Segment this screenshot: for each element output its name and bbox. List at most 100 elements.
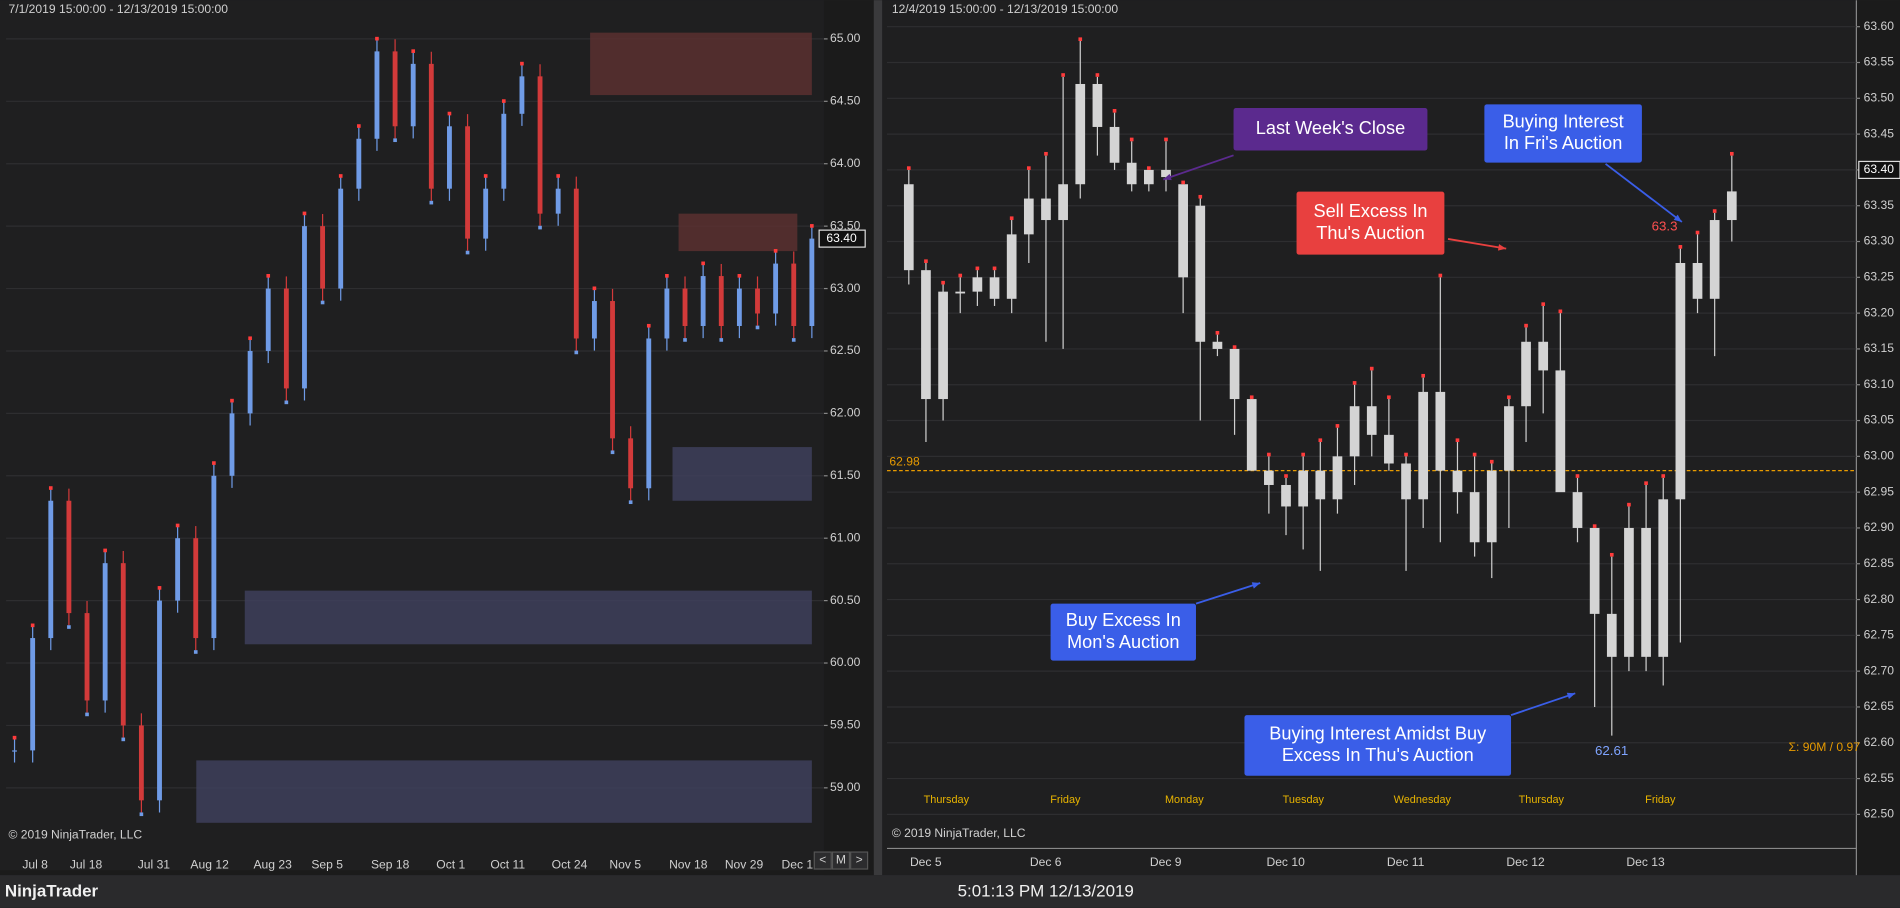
extreme-dot — [592, 286, 597, 291]
zone — [590, 32, 812, 96]
high-dot — [941, 280, 945, 285]
x-tick-label: Sep 18 — [371, 858, 410, 872]
high-dot — [1421, 373, 1425, 378]
nav-button-label[interactable]: > — [856, 853, 863, 867]
y-tick-label: 62.70 — [1864, 663, 1895, 677]
annotation-text: Mon's Auction — [1067, 632, 1179, 652]
candle-body — [773, 263, 779, 314]
x-tick-label: Dec 12 — [1506, 855, 1545, 869]
arrow — [1195, 582, 1261, 605]
high-dot — [1215, 330, 1220, 335]
day-label: Monday — [1165, 794, 1204, 806]
annotation-text: Thu's Auction — [1316, 223, 1424, 243]
zone — [678, 213, 798, 252]
candle-body — [1349, 406, 1360, 457]
high-dot — [1027, 166, 1031, 170]
candle-body — [1126, 162, 1137, 185]
extreme-dot — [103, 548, 107, 553]
candle-body — [1143, 169, 1154, 185]
candle-body — [392, 51, 398, 127]
divider — [873, 0, 883, 876]
candle-body — [1264, 470, 1274, 485]
extreme-dot — [230, 398, 234, 403]
high-dot — [1575, 474, 1580, 478]
x-tick-label: Dec 10 — [1266, 855, 1305, 869]
y-tick-label: 65.00 — [830, 31, 861, 45]
x-tick-label: Jul 18 — [70, 858, 103, 872]
y-tick-label: 61.50 — [830, 468, 861, 482]
candle-body — [700, 276, 706, 326]
day-label: Friday — [1050, 794, 1081, 806]
extreme-dot — [157, 586, 162, 590]
high-dot — [1712, 209, 1717, 213]
prev-close-label: 62.98 — [889, 454, 920, 468]
arrow-head — [1673, 214, 1682, 222]
nav-button-label[interactable]: < — [819, 853, 826, 867]
nav-button[interactable] — [850, 851, 869, 870]
candle-body — [1572, 492, 1583, 528]
candle-body — [972, 277, 983, 292]
y-tick-label: 62.90 — [1864, 520, 1895, 534]
candle-body — [519, 76, 525, 114]
candle-body — [718, 276, 724, 326]
y-tick-label: 62.65 — [1864, 699, 1895, 713]
high-dot — [1164, 137, 1168, 142]
extreme-dot — [429, 200, 434, 205]
candle-body — [921, 270, 931, 400]
candle-body — [1606, 613, 1617, 657]
summary: Σ: 90M / 0.97 — [1789, 740, 1861, 754]
extreme-dot — [773, 249, 778, 253]
extreme-dot — [375, 36, 379, 41]
low-label: 62.61 — [1595, 743, 1628, 758]
high-dot — [1472, 452, 1477, 457]
x-tick-label: Dec 9 — [1150, 855, 1182, 869]
arrow-head — [1163, 173, 1172, 181]
candle-body — [1075, 83, 1086, 185]
extreme-dot — [338, 174, 343, 178]
y-tick-label: 63.45 — [1864, 126, 1895, 140]
candle-body — [1315, 470, 1326, 500]
high-dot — [1627, 502, 1631, 507]
high-dot — [906, 166, 911, 170]
candle-body — [1504, 406, 1514, 471]
candle-body — [1041, 198, 1051, 221]
high-dot — [1095, 73, 1100, 77]
candle-body — [1229, 348, 1240, 400]
extreme-dot — [501, 99, 506, 103]
high-dot — [1729, 151, 1734, 156]
high-dot — [1661, 474, 1666, 478]
nav-button[interactable] — [813, 851, 832, 870]
chart-title: 7/1/2019 15:00:00 - 12/13/2019 15:00:00 — [8, 2, 228, 16]
arrow — [1510, 692, 1576, 716]
y-tick-label: 59.50 — [830, 718, 861, 732]
extreme-dot — [357, 124, 361, 128]
candle-body — [1178, 184, 1188, 278]
x-tick-label: Dec 5 — [910, 855, 942, 869]
high-dot — [1129, 137, 1134, 142]
axis-panel — [1856, 0, 1900, 876]
high-dot — [1387, 395, 1391, 400]
y-tick-label: 63.60 — [1864, 19, 1895, 33]
nav-button[interactable] — [831, 851, 851, 870]
candle-body — [1555, 370, 1566, 493]
high-dot — [1112, 108, 1117, 113]
zone — [244, 590, 812, 645]
candle-body — [755, 288, 760, 314]
candle-body — [175, 538, 181, 601]
zone — [196, 760, 812, 823]
candle-body — [682, 288, 688, 326]
candle-body — [193, 538, 199, 639]
candle-body — [1161, 169, 1171, 178]
axis-panel — [823, 0, 874, 876]
extreme-dot — [121, 737, 126, 742]
high-dot — [1507, 395, 1511, 400]
extreme-dot — [320, 300, 325, 305]
candle-body — [1281, 484, 1291, 507]
extreme-dot — [683, 338, 687, 342]
x-tick-label: Dec 6 — [1030, 855, 1062, 869]
y-tick-label: 62.60 — [1864, 735, 1895, 749]
nav-button-label[interactable]: M — [836, 853, 846, 867]
clock: 5:01:13 PM 12/13/2019 — [958, 882, 1134, 901]
y-tick-label: 63.05 — [1864, 413, 1895, 427]
